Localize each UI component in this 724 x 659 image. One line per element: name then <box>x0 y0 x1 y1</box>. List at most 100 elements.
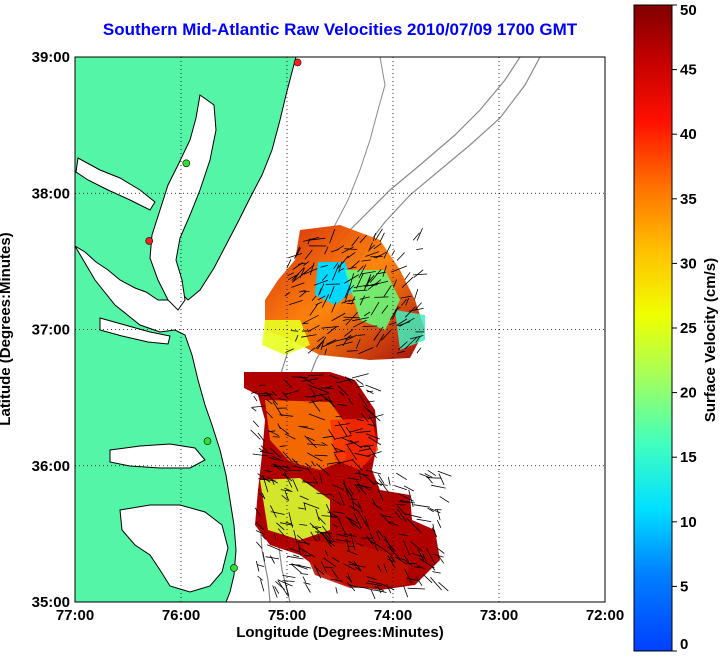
vector-arrow <box>345 312 358 326</box>
vector-arrow <box>380 547 393 557</box>
vector-arrow <box>334 453 340 462</box>
vector-arrow <box>353 284 369 288</box>
vector-arrow <box>326 539 337 543</box>
vector-arrow <box>291 282 305 288</box>
vector-arrow <box>264 469 273 473</box>
vector-arrow <box>306 467 312 475</box>
vector-arrow <box>403 485 415 492</box>
vector-arrow <box>357 542 364 547</box>
vector-arrow <box>365 251 380 257</box>
vector-arrow <box>406 517 418 530</box>
vector-arrow <box>345 426 352 435</box>
vector-arrow <box>347 251 356 259</box>
vector-arrow <box>332 484 344 490</box>
vector-arrow <box>359 295 366 306</box>
vector-arrow <box>282 580 295 582</box>
vector-arrow <box>365 469 382 475</box>
vector-arrow <box>258 492 266 499</box>
vector-arrow <box>376 530 381 541</box>
vector-arrow <box>316 336 325 343</box>
vector-arrow <box>355 472 369 477</box>
vector-arrow <box>344 248 358 250</box>
vector-arrow <box>277 579 293 587</box>
vector-arrow <box>356 379 364 385</box>
vector-arrow <box>302 479 315 488</box>
vector-arrow <box>295 247 301 257</box>
vector-arrow <box>328 492 335 498</box>
vector-arrow <box>366 451 382 457</box>
vector-arrow <box>387 545 399 558</box>
x-tick-label: 74:00 <box>374 607 412 624</box>
vector-arrow <box>320 264 329 268</box>
vector-arrow <box>417 565 425 570</box>
vector-arrow <box>387 521 398 526</box>
vector-arrow <box>315 301 323 306</box>
vector-arrow <box>378 478 390 494</box>
vector-arrow <box>349 273 355 288</box>
vector-arrow <box>343 329 354 337</box>
vector-arrow <box>377 564 382 573</box>
vector-arrow <box>439 496 450 503</box>
vector-arrow <box>346 582 356 592</box>
vector-arrow <box>373 280 389 286</box>
vector-arrow <box>299 267 305 278</box>
vector-arrow <box>328 286 335 299</box>
vector-arrow <box>309 303 319 316</box>
vector-arrow <box>349 505 360 513</box>
vector-arrow <box>337 385 349 397</box>
vector-arrow <box>341 437 354 444</box>
vector-arrow <box>384 535 393 552</box>
vector-arrow <box>379 232 385 242</box>
vector-arrow <box>256 541 263 549</box>
vector-arrow <box>284 433 296 440</box>
vector-arrow <box>335 378 353 384</box>
vector-arrow <box>351 373 369 379</box>
vector-arrow <box>319 472 323 484</box>
vector-arrow <box>387 555 396 569</box>
radar-stations <box>145 58 302 572</box>
vector-arrow <box>382 265 387 277</box>
vector-arrow <box>376 333 385 348</box>
vector-arrow <box>403 513 422 519</box>
vector-arrow <box>327 396 334 407</box>
vector-arrow <box>300 375 315 385</box>
vector-arrow <box>400 295 412 299</box>
vector-arrow <box>404 272 411 280</box>
vector-arrow <box>303 554 312 557</box>
vector-arrow <box>383 244 392 259</box>
vector-arrow <box>370 588 376 600</box>
vector-arrow <box>337 517 346 535</box>
station-marker <box>293 58 302 67</box>
vector-arrow <box>403 554 410 563</box>
vector-arrow <box>415 575 423 586</box>
vector-arrow <box>392 305 399 320</box>
vector-arrow <box>349 439 363 449</box>
vector-arrow <box>419 558 435 569</box>
vector-arrow <box>367 423 377 427</box>
vector-arrow <box>337 403 348 407</box>
vector-arrow <box>366 433 380 440</box>
vector-arrow <box>374 544 379 552</box>
vector-arrow <box>299 547 315 558</box>
vector-arrow <box>297 262 306 265</box>
vector-arrow <box>300 573 309 575</box>
vector-arrow <box>307 237 326 241</box>
vector-arrow <box>303 582 311 585</box>
vector-arrow <box>303 502 307 511</box>
vector-arrow <box>345 441 359 446</box>
vector-arrow <box>262 474 269 493</box>
vector-arrow <box>437 554 445 564</box>
vector-arrow <box>270 511 285 515</box>
vector-arrow <box>267 544 283 552</box>
vector-arrow <box>419 473 431 479</box>
vector-arrow <box>438 473 445 486</box>
vector-arrow <box>284 487 293 493</box>
vector-arrow <box>367 580 381 585</box>
vector-arrow <box>394 556 408 565</box>
vector-arrow <box>375 271 386 275</box>
vector-arrow <box>317 532 321 541</box>
chesapeake-bay <box>149 94 217 311</box>
vector-arrow <box>437 470 452 477</box>
vector-arrow <box>399 317 415 327</box>
vector-arrow <box>401 276 414 288</box>
